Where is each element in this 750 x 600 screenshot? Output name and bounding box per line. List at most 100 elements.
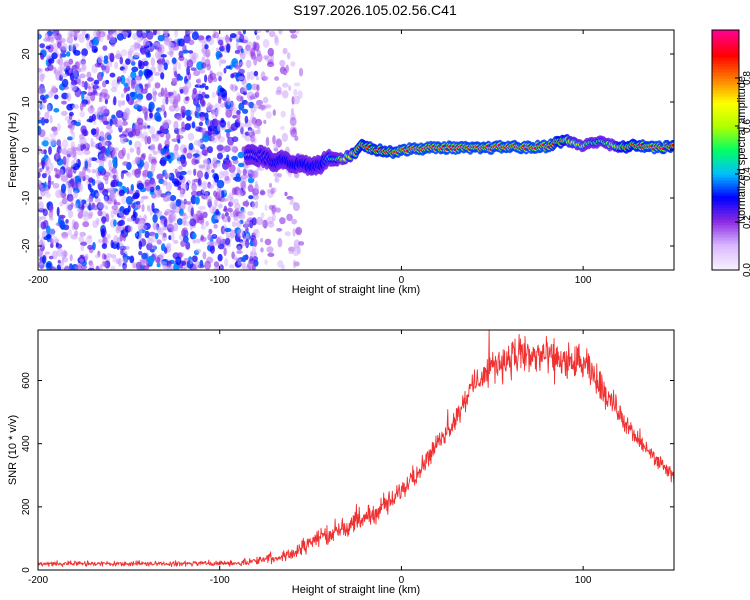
spectrogram-noise-cell: [122, 257, 128, 264]
spectrogram-noise-cell: [102, 80, 107, 88]
spectrogram-noise-cell: [38, 201, 44, 211]
spectrogram-noise-cell: [231, 221, 237, 228]
spectrogram-noise-cell: [182, 49, 189, 54]
spectrogram-noise-cell: [138, 225, 142, 231]
spectrogram-noise-cell: [196, 190, 202, 197]
spectrogram-noise-cell: [44, 94, 49, 99]
spectrogram-noise-cell: [56, 145, 62, 154]
spectrogram-noise-cell: [54, 94, 59, 100]
spectrogram-noise-cell: [201, 100, 206, 107]
spectrogram-noise-cell: [245, 199, 249, 208]
colorbar-segment: [712, 159, 739, 163]
spectrogram-noise-cell: [177, 94, 181, 103]
spectrogram-noise-cell: [131, 66, 139, 73]
colorbar-segment: [712, 96, 739, 100]
spectrogram-noise-cell: [108, 159, 113, 169]
spectrogram-noise-cell: [101, 260, 106, 267]
colorbar-segment: [712, 216, 739, 220]
spectrogram-noise-cell: [61, 78, 69, 88]
snr-x-tick-label: -100: [210, 575, 230, 586]
colorbar-segment: [712, 207, 739, 211]
spectrogram-noise-cell: [93, 79, 100, 85]
spectrogram-noise-cell: [112, 174, 117, 180]
spectrogram-noise-cell: [50, 238, 54, 246]
colorbar-segment: [712, 114, 739, 118]
spectrogram-noise-cell: [218, 189, 222, 200]
spectrogram-noise-cell: [38, 73, 42, 81]
spectrogram-noise-cell: [95, 179, 102, 184]
spectrogram-noise-cell: [185, 96, 190, 101]
spectrogram-noise-cell: [198, 121, 204, 127]
spectrogram-noise-cell: [109, 36, 116, 44]
spectrogram-noise-cell: [275, 207, 281, 213]
spectrogram-noise-cell: [177, 62, 181, 70]
spectrogram-noise-cell: [199, 115, 206, 121]
spectrogram-y-tick-label: 0: [21, 147, 32, 153]
spectrogram-noise-cell: [48, 146, 52, 155]
spectrogram-noise-cell: [137, 221, 144, 230]
spectrogram-noise-cell: [136, 98, 142, 103]
spectrogram-noise-cell: [290, 107, 294, 115]
spectrogram-noise-cell: [185, 241, 191, 250]
spectrogram-noise-cell: [115, 225, 121, 234]
spectrogram-noise-cell: [282, 47, 288, 55]
colorbar-segment: [712, 66, 739, 70]
spectrogram-noise-cell: [97, 238, 103, 244]
spectrogram-noise-cell: [201, 83, 206, 87]
spectrogram-noise-cell: [166, 266, 170, 270]
spectrogram-noise-cell: [81, 91, 85, 101]
spectrogram-noise-cell: [277, 173, 282, 178]
spectrogram-noise-cell: [99, 153, 105, 162]
spectrogram-noise-cell: [280, 110, 286, 118]
spectrogram-noise-cell: [91, 45, 99, 54]
spectrogram-noise-cell: [74, 121, 81, 127]
spectrogram-noise-cell: [143, 60, 149, 67]
spectrogram-noise-cell: [207, 146, 213, 154]
spectrogram-noise-cell: [134, 217, 140, 225]
spectrogram-noise-cell: [202, 146, 209, 155]
spectrogram-noise-cell: [71, 104, 79, 110]
spectrogram-noise-cell: [159, 252, 165, 260]
spectrogram-noise-cell: [281, 90, 289, 99]
spectrogram-noise-cell: [215, 108, 220, 116]
spectrogram-noise-cell: [59, 148, 65, 154]
spectrogram-noise-cell: [204, 85, 209, 90]
spectrogram-noise-cell: [56, 59, 61, 65]
spectrogram-noise-cell: [110, 209, 115, 219]
spectrogram-noise-cell: [166, 192, 171, 202]
spectrogram-noise-cell: [158, 44, 165, 53]
spectrogram-noise-cell: [247, 184, 254, 193]
spectrogram-noise-cell: [200, 225, 207, 230]
spectrogram-y-tick-label: -20: [21, 238, 32, 253]
spectrogram-noise-cell: [51, 235, 59, 244]
spectrogram-noise-cell: [92, 242, 96, 251]
spectrogram-y-tick-label: -10: [21, 190, 32, 205]
spectrogram-noise-cell: [138, 251, 143, 256]
spectrogram-noise-cell: [120, 74, 126, 85]
spectrogram-noise-cell: [194, 125, 198, 130]
spectrogram-noise-cell: [161, 232, 168, 242]
spectrogram-noise-cell: [188, 39, 195, 46]
colorbar-segment: [712, 198, 739, 202]
spectrogram-noise-cell: [78, 182, 84, 193]
spectrogram-noise-cell: [110, 265, 116, 270]
spectrogram-noise-cell: [203, 52, 210, 57]
spectrogram-noise-cell: [93, 120, 97, 125]
spectrogram-noise-cell: [173, 147, 178, 156]
spectrogram-noise-cell: [198, 69, 206, 74]
spectrogram-y-tick-label: 20: [21, 48, 32, 60]
spectrogram-noise-cell: [236, 220, 242, 228]
spectrogram-noise-cell: [245, 59, 252, 69]
spectrogram-noise-cell: [236, 245, 242, 253]
spectrogram-noise-cell: [244, 115, 249, 124]
spectrogram-noise-cell: [132, 263, 137, 269]
spectrogram-noise-cell: [81, 54, 86, 60]
snr-y-axis-label: SNR (10 * v/v): [7, 415, 19, 485]
spectrogram-noise-cell: [178, 38, 185, 47]
spectrogram-noise-cell: [104, 98, 108, 105]
colorbar-frame: [711, 29, 740, 271]
colorbar-segment: [712, 174, 739, 178]
spectrogram-noise-cell: [298, 241, 305, 246]
spectrogram-noise-cell: [255, 168, 259, 178]
